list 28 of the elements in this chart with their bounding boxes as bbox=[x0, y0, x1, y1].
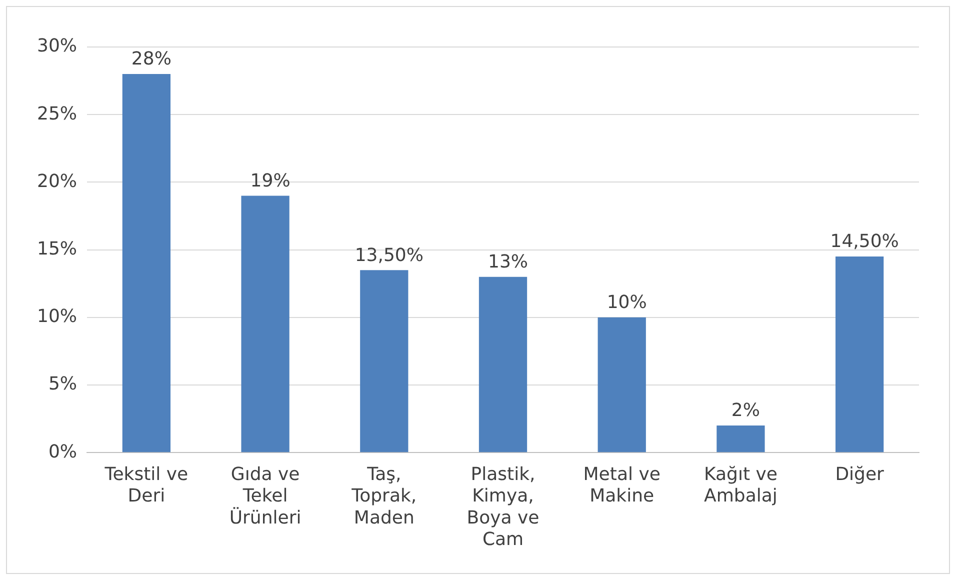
bar bbox=[836, 256, 884, 452]
bar bbox=[478, 276, 528, 452]
data-label: 10% bbox=[606, 292, 647, 314]
x-tick-label: Diğer bbox=[835, 464, 885, 486]
x-tick-label: Taş, Toprak, Maden bbox=[350, 464, 417, 528]
bar bbox=[716, 426, 765, 452]
x-tick-label: Kağıt ve Ambalaj bbox=[704, 464, 778, 507]
bar bbox=[122, 74, 171, 452]
y-tick-label: 25% bbox=[36, 103, 78, 124]
y-tick-label: 5% bbox=[48, 374, 78, 395]
data-label: 19% bbox=[250, 170, 290, 192]
data-label: 14,50% bbox=[830, 231, 899, 252]
x-tick-label: Plastik, Kimya, Boya ve Cam bbox=[466, 464, 540, 550]
x-tick-label: Gıda ve Tekel Ürünleri bbox=[229, 464, 302, 528]
data-label: 28% bbox=[131, 48, 172, 70]
y-tick-label: 30% bbox=[36, 36, 78, 57]
y-tick-label: 0% bbox=[48, 441, 78, 462]
data-label: 2% bbox=[731, 400, 760, 422]
data-label: 13% bbox=[488, 252, 528, 273]
data-label: 13,50% bbox=[354, 244, 424, 266]
x-tick-label: Metal ve Makine bbox=[583, 464, 660, 507]
y-tick-label: 20% bbox=[36, 170, 78, 192]
x-tick-label: Tekstil ve Deri bbox=[104, 464, 188, 507]
bar bbox=[360, 270, 408, 452]
y-tick-label: 10% bbox=[36, 306, 78, 328]
y-tick-label: 15% bbox=[36, 238, 78, 260]
bar bbox=[598, 317, 646, 452]
bar bbox=[241, 196, 290, 452]
